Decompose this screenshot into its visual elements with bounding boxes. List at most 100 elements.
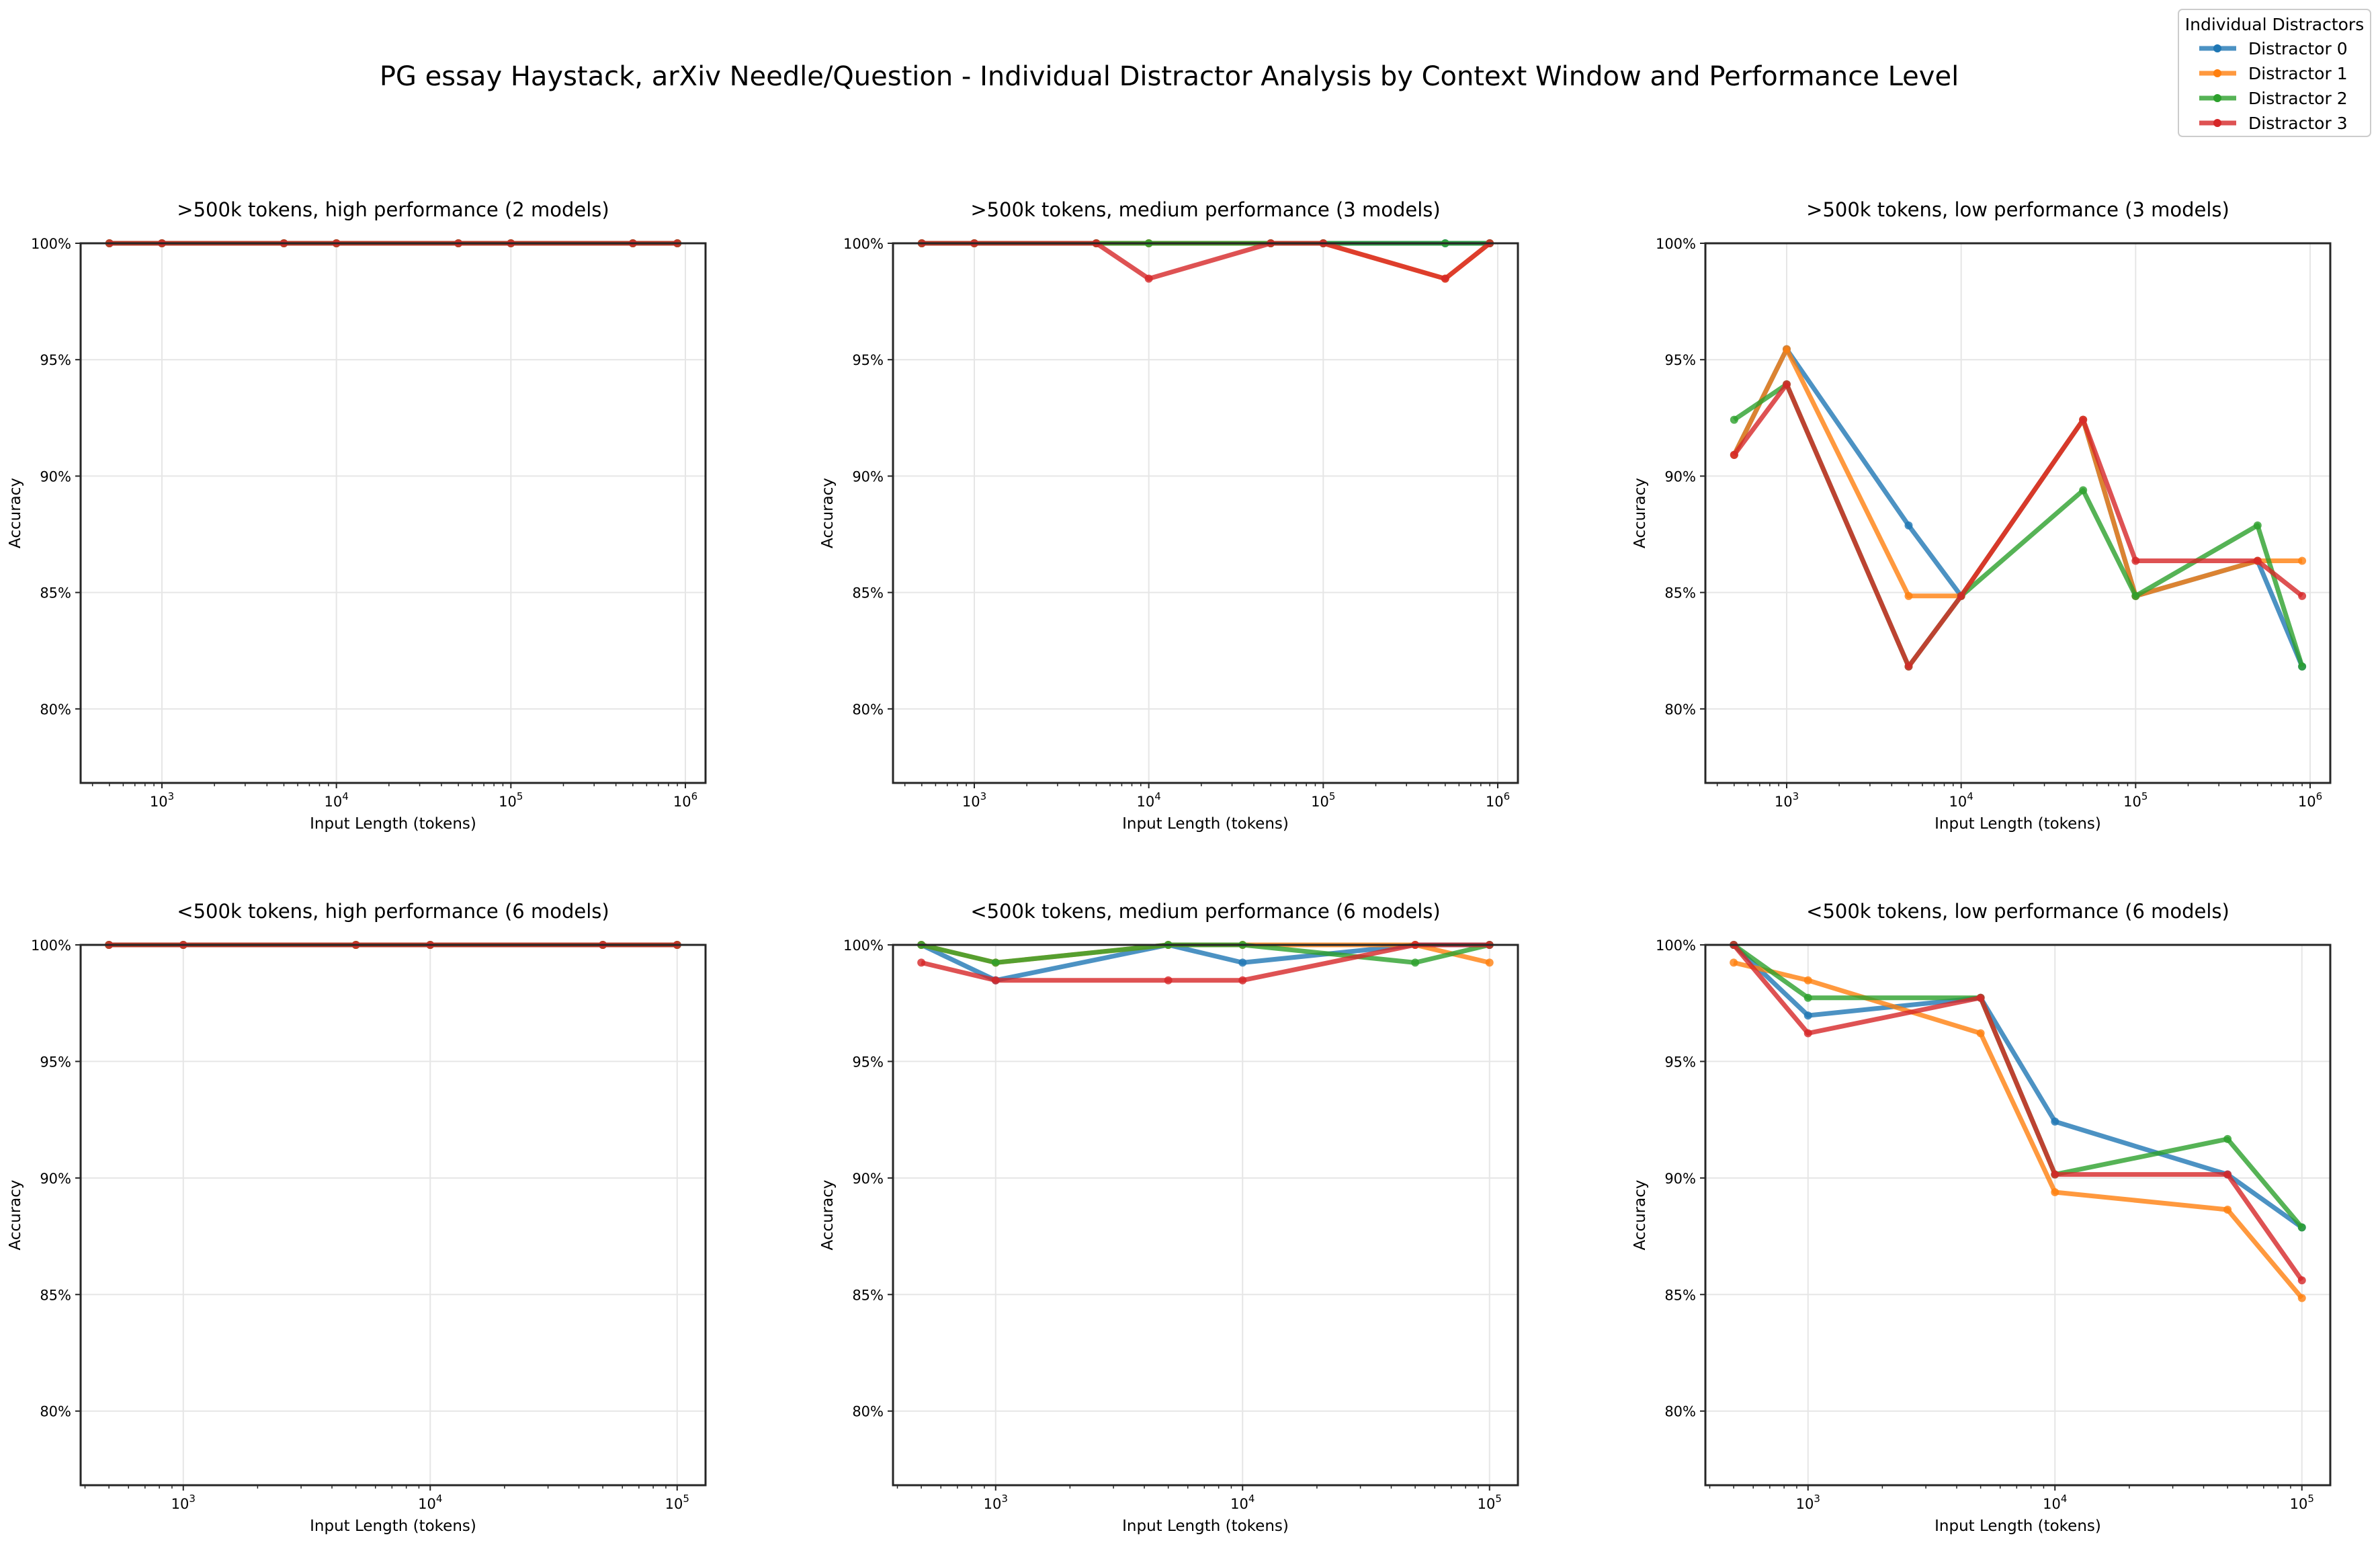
y-tick-label: 100% bbox=[843, 937, 884, 954]
subplot-title: <500k tokens, low performance (6 models) bbox=[1806, 900, 2229, 923]
x-tick-base: 10 bbox=[2290, 1496, 2308, 1512]
x-tick-base: 10 bbox=[150, 794, 168, 810]
data-point bbox=[1803, 993, 1812, 1002]
x-tick-base: 10 bbox=[665, 1496, 683, 1512]
series-line bbox=[1732, 943, 2304, 1282]
axes-frame bbox=[79, 242, 707, 784]
x-tick-exponent: 6 bbox=[1504, 790, 1511, 802]
subplot: >500k tokens, high performance (2 models… bbox=[7, 198, 707, 833]
data-point bbox=[1730, 415, 1738, 424]
y-tick-label: 100% bbox=[31, 236, 71, 252]
data-point bbox=[1730, 958, 1738, 967]
x-axis-label: Input Length (tokens) bbox=[1122, 1517, 1289, 1535]
x-tick-label: 105 bbox=[1311, 790, 1335, 810]
data-point bbox=[2297, 1223, 2306, 1232]
x-tick-base: 10 bbox=[962, 794, 980, 810]
x-tick-exponent: 3 bbox=[1814, 1493, 1820, 1505]
x-tick-label: 104 bbox=[1137, 790, 1161, 810]
legend-item: Distractor 0 bbox=[2199, 39, 2348, 58]
y-tick-label: 80% bbox=[852, 1404, 884, 1420]
data-point bbox=[1782, 345, 1791, 353]
data-point bbox=[2051, 1170, 2059, 1179]
axes-frame bbox=[1704, 242, 2332, 784]
data-point bbox=[1782, 380, 1791, 388]
y-axis: 80% 85% 90% 95% 100% bbox=[843, 236, 893, 718]
legend-item: Distractor 3 bbox=[2199, 114, 2348, 133]
data-point bbox=[2079, 486, 2088, 495]
series-group bbox=[1730, 345, 2307, 671]
data-point bbox=[1803, 1011, 1812, 1020]
y-axis: 80% 85% 90% 95% 100% bbox=[843, 937, 893, 1420]
data-point bbox=[1411, 958, 1420, 967]
y-axis-label: Accuracy bbox=[7, 1179, 24, 1250]
subplot-title: <500k tokens, medium performance (6 mode… bbox=[970, 900, 1440, 923]
y-tick-label: 95% bbox=[40, 1054, 71, 1070]
y-tick-label: 80% bbox=[852, 702, 884, 718]
x-tick-exponent: 6 bbox=[2316, 790, 2323, 802]
x-tick-exponent: 6 bbox=[691, 790, 698, 802]
x-tick-label: 103 bbox=[962, 790, 986, 810]
data-point bbox=[1976, 993, 1985, 1002]
axes-frame bbox=[79, 944, 707, 1487]
x-tick-label: 103 bbox=[150, 790, 174, 810]
y-tick-label: 85% bbox=[852, 585, 884, 601]
y-axis-label: Accuracy bbox=[1631, 1179, 1649, 1250]
x-tick-label: 105 bbox=[665, 1493, 689, 1512]
legend-label: Distractor 1 bbox=[2248, 64, 2348, 83]
x-tick-base: 10 bbox=[2043, 1496, 2061, 1512]
x-tick-label: 105 bbox=[1478, 1493, 1502, 1512]
data-point bbox=[1164, 976, 1173, 985]
figure-title: PG essay Haystack, arXiv Needle/Question… bbox=[380, 61, 1959, 92]
data-point bbox=[1238, 958, 1247, 967]
x-tick-base: 10 bbox=[1486, 794, 1504, 810]
legend-entries: Distractor 0 Distractor 1 Distractor 2 Dist… bbox=[2199, 39, 2348, 133]
series-distractor-3 bbox=[1730, 380, 2307, 671]
data-point bbox=[1976, 1029, 1985, 1038]
legend-title: Individual Distractors bbox=[2185, 15, 2364, 34]
x-tick-exponent: 5 bbox=[1329, 790, 1336, 802]
legend-label: Distractor 2 bbox=[2248, 89, 2348, 108]
legend-frame bbox=[2178, 9, 2371, 137]
x-tick-base: 10 bbox=[673, 794, 691, 810]
x-tick-exponent: 5 bbox=[2141, 790, 2148, 802]
subplot-title: >500k tokens, low performance (3 models) bbox=[1806, 198, 2229, 221]
grid bbox=[81, 243, 706, 783]
legend-label: Distractor 3 bbox=[2248, 114, 2348, 133]
legend-item: Distractor 1 bbox=[2199, 64, 2348, 83]
series-line bbox=[1732, 943, 2303, 1230]
x-tick-base: 10 bbox=[418, 1496, 436, 1512]
axes-frame bbox=[892, 944, 1519, 1487]
x-tick-label: 106 bbox=[2298, 790, 2322, 810]
axes-frame bbox=[1704, 944, 2332, 1487]
x-tick-exponent: 3 bbox=[980, 790, 987, 802]
legend: Individual Distractors Distractor 0Distr… bbox=[2178, 9, 2371, 137]
x-tick-label: 105 bbox=[2290, 1493, 2314, 1512]
x-tick-exponent: 4 bbox=[436, 1493, 443, 1505]
subplot-title: <500k tokens, high performance (6 models… bbox=[177, 900, 609, 923]
x-tick-label: 104 bbox=[1230, 1493, 1255, 1512]
x-axis: 103 104 105 106 bbox=[91, 783, 698, 810]
subplot-title: >500k tokens, medium performance (3 mode… bbox=[970, 198, 1440, 221]
y-tick-label: 80% bbox=[40, 702, 71, 718]
x-tick-exponent: 3 bbox=[1793, 790, 1799, 802]
subplot-title: >500k tokens, high performance (2 models… bbox=[177, 198, 609, 221]
data-point bbox=[1144, 274, 1153, 283]
subplot: <500k tokens, high performance (6 models… bbox=[7, 900, 707, 1535]
y-tick-label: 90% bbox=[852, 468, 884, 485]
data-point bbox=[2298, 556, 2307, 565]
legend-item: Distractor 2 bbox=[2199, 89, 2348, 108]
y-tick-label: 95% bbox=[1664, 352, 1696, 368]
x-tick-label: 105 bbox=[499, 790, 523, 810]
series-line bbox=[1732, 382, 2304, 669]
data-point bbox=[1730, 450, 1738, 459]
y-tick-label: 90% bbox=[1664, 1171, 1696, 1187]
data-point bbox=[917, 958, 926, 967]
x-tick-label: 103 bbox=[984, 1493, 1008, 1512]
y-tick-label: 100% bbox=[31, 937, 71, 954]
legend-marker bbox=[2213, 119, 2221, 127]
x-tick-label: 103 bbox=[1796, 1493, 1820, 1512]
y-tick-label: 95% bbox=[40, 352, 71, 368]
data-point bbox=[1957, 591, 1965, 600]
y-axis-label: Accuracy bbox=[819, 478, 837, 548]
